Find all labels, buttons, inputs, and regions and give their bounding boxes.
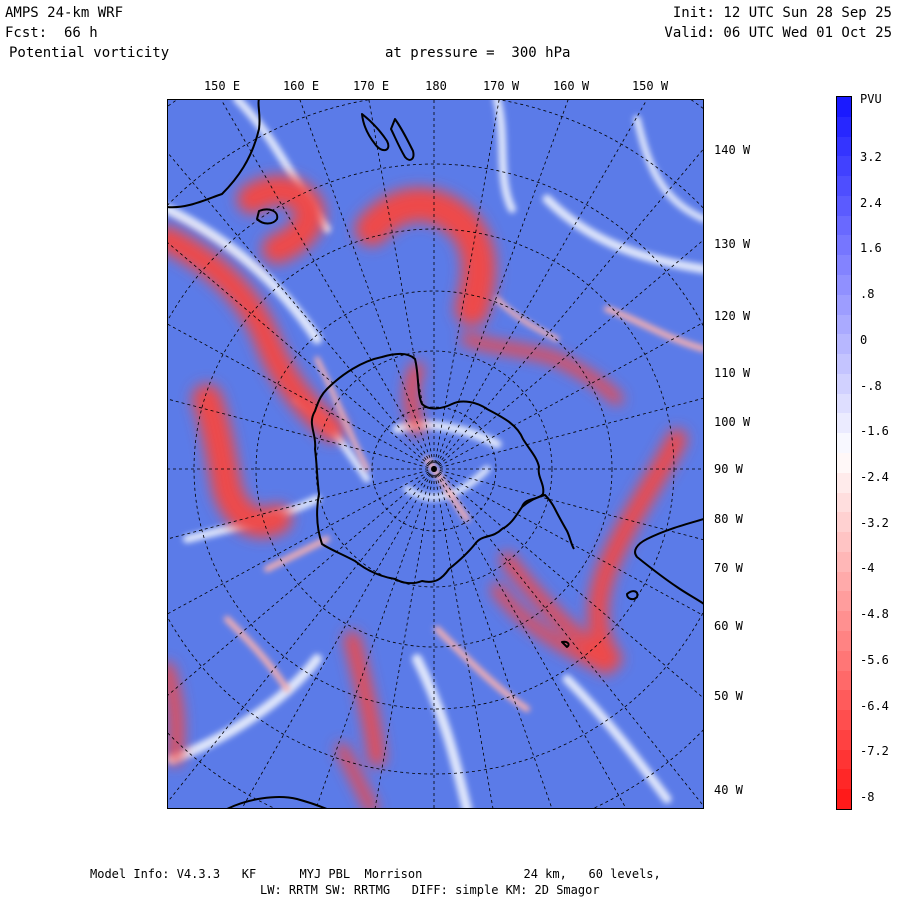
colorbar-cell [837, 195, 851, 217]
model-info-line2: LW: RRTM SW: RRTMG DIFF: simple KM: 2D S… [260, 883, 600, 897]
colorbar-cell [837, 433, 851, 454]
lon-label-40w: 40 W [714, 783, 743, 797]
colorbar-cell [837, 314, 851, 335]
australia-coast [167, 99, 261, 209]
lon-label-90w: 90 W [714, 462, 743, 476]
colorbar-tick-label: 2.4 [860, 195, 882, 210]
falklands-coast [626, 590, 639, 601]
field-name: Potential vorticity [9, 45, 170, 61]
colorbar-tick-label: 1.6 [860, 241, 882, 256]
colorbar-tick-label: -5.6 [860, 652, 889, 667]
forecast-value: 66 h [64, 25, 98, 41]
potential-vorticity-map [167, 99, 704, 809]
model-title: AMPS 24-km WRF [5, 5, 124, 21]
colorbar-cell [837, 176, 851, 197]
lon-label-100w: 100 W [714, 415, 751, 429]
colorbar-cell [837, 631, 851, 652]
colorbar-cell [837, 116, 851, 138]
colorbar-cell [837, 334, 851, 355]
colorbar-tick-label: 0 [860, 332, 868, 347]
colorbar-cell [837, 789, 851, 810]
colorbar-tick-label: -3.2 [860, 515, 889, 530]
lon-label-60w: 60 W [714, 619, 743, 633]
init-time: Init: 12 UTC Sun 28 Sep 25 [672, 5, 892, 21]
forecast-label: Fcst: [5, 25, 48, 41]
colorbar-tick-label: -7.2 [860, 744, 889, 759]
tasmania-coast [256, 208, 279, 225]
lon-label-140w: 140 W [714, 143, 751, 157]
lon-label-50w: 50 W [714, 689, 743, 703]
lon-label-70w: 70 W [714, 561, 743, 575]
lon-label-160w: 160 W [552, 79, 590, 93]
colorbar-cell [837, 215, 851, 236]
colorbar-cell [837, 690, 851, 711]
colorbar-tick-label: -4.8 [860, 607, 889, 622]
colorbar-cell [837, 650, 851, 672]
colorbar-tick-label: -2.4 [860, 470, 889, 484]
antarctica-coast [310, 352, 545, 585]
lon-label-180: 180 [425, 79, 447, 93]
lon-label-160e: 160 E [282, 79, 320, 93]
colorbar-cell [837, 294, 851, 316]
lon-label-130w: 130 W [714, 237, 751, 251]
new-zealand-south-coast [361, 113, 390, 152]
colorbar-cell [837, 472, 851, 494]
colorbar-cell [837, 749, 851, 770]
lon-label-120w: 120 W [714, 309, 751, 323]
africa-fragment-coast [226, 796, 328, 809]
colorbar-tick-label: .8 [860, 287, 875, 302]
pressure-level: at pressure = 300 hPa [385, 45, 571, 61]
colorbar-cell [837, 532, 851, 553]
colorbar-cell [837, 729, 851, 751]
colorbar-cell [837, 354, 851, 375]
model-info-line1: Model Info: V4.3.3 KF MYJ PBL Morrison 2… [90, 867, 661, 881]
lon-label-110w: 110 W [714, 366, 751, 380]
colorbar-tick-label: -1.6 [860, 424, 889, 439]
colorbar-cell [837, 235, 851, 256]
colorbar-cell [837, 551, 851, 573]
lon-label-170e: 170 E [352, 79, 390, 93]
colorbar-tick-label: -6.4 [860, 698, 889, 713]
colorbar-tick-label: 3.2 [860, 150, 882, 164]
colorbar-cell [837, 156, 851, 177]
colorbar-title: PVU [860, 92, 882, 106]
colorbar-tick-label: -4 [860, 561, 875, 576]
colorbar-cell [837, 373, 851, 395]
colorbar-cell [837, 512, 851, 533]
colorbar-cell [837, 591, 851, 612]
lon-label-80w: 80 W [714, 512, 743, 526]
colorbar-cell [837, 611, 851, 632]
antarctic-peninsula-coast [521, 494, 575, 550]
colorbar-cell [837, 769, 851, 790]
map-frame [167, 99, 704, 809]
colorbar-cell [837, 492, 851, 513]
colorbar-tick-label: -.8 [860, 378, 882, 393]
lon-label-150e: 150 E [203, 79, 241, 93]
colorbar-cell [837, 393, 851, 414]
colorbar-cell [837, 275, 851, 296]
colorbar-cell [837, 571, 851, 592]
lon-label-170w: 170 W [482, 79, 520, 93]
colorbar-cell [837, 453, 851, 474]
new-zealand-north-coast [390, 118, 415, 161]
colorbar-cell [837, 255, 851, 276]
colorbar-cell [837, 97, 851, 118]
lon-label-150w: 150 W [631, 79, 669, 93]
colorbar-cell [837, 413, 851, 434]
colorbar [836, 96, 852, 810]
colorbar-cell [837, 710, 851, 731]
colorbar-cell [837, 136, 851, 157]
coastlines [167, 99, 704, 809]
south-georgia-coast [561, 640, 570, 648]
valid-time: Valid: 06 UTC Wed 01 Oct 25 [664, 25, 892, 41]
south-america-coast [634, 518, 704, 605]
colorbar-tick-label: -8 [860, 790, 875, 804]
colorbar-cell [837, 670, 851, 691]
